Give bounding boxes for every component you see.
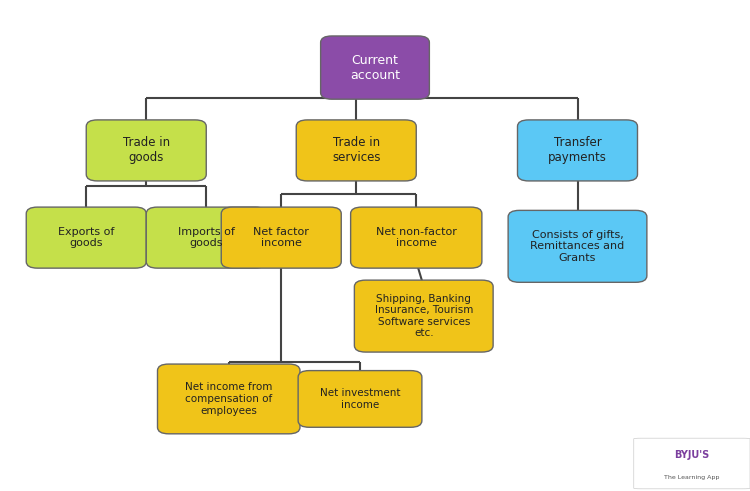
Text: Net investment
income: Net investment income (320, 388, 400, 410)
Text: Trade in
services: Trade in services (332, 136, 380, 164)
FancyBboxPatch shape (296, 120, 416, 181)
Text: BYJU'S: BYJU'S (674, 450, 710, 460)
Text: Imports of
goods: Imports of goods (178, 227, 235, 248)
FancyBboxPatch shape (321, 36, 429, 99)
FancyBboxPatch shape (509, 210, 646, 282)
FancyBboxPatch shape (298, 371, 422, 427)
FancyBboxPatch shape (634, 438, 750, 489)
Text: Trade in
goods: Trade in goods (123, 136, 170, 164)
Text: COMPONENTS OF CURRENT ACCOUNT: COMPONENTS OF CURRENT ACCOUNT (80, 452, 550, 472)
Text: Net factor
income: Net factor income (254, 227, 309, 248)
FancyBboxPatch shape (518, 120, 638, 181)
FancyBboxPatch shape (86, 120, 206, 181)
Text: Shipping, Banking
Insurance, Tourism
Software services
etc.: Shipping, Banking Insurance, Tourism Sof… (374, 294, 473, 338)
FancyBboxPatch shape (350, 207, 482, 268)
Text: Current
account: Current account (350, 54, 400, 82)
Text: Net income from
compensation of
employees: Net income from compensation of employee… (185, 382, 272, 415)
FancyBboxPatch shape (221, 207, 341, 268)
Text: Net non-factor
income: Net non-factor income (376, 227, 457, 248)
FancyBboxPatch shape (354, 280, 494, 352)
Text: Consists of gifts,
Remittances and
Grants: Consists of gifts, Remittances and Grant… (530, 230, 625, 263)
Text: Exports of
goods: Exports of goods (58, 227, 115, 248)
FancyBboxPatch shape (26, 207, 146, 268)
Text: The Learning App: The Learning App (664, 475, 719, 480)
FancyBboxPatch shape (146, 207, 266, 268)
Text: Transfer
payments: Transfer payments (548, 136, 607, 164)
FancyBboxPatch shape (158, 364, 300, 434)
